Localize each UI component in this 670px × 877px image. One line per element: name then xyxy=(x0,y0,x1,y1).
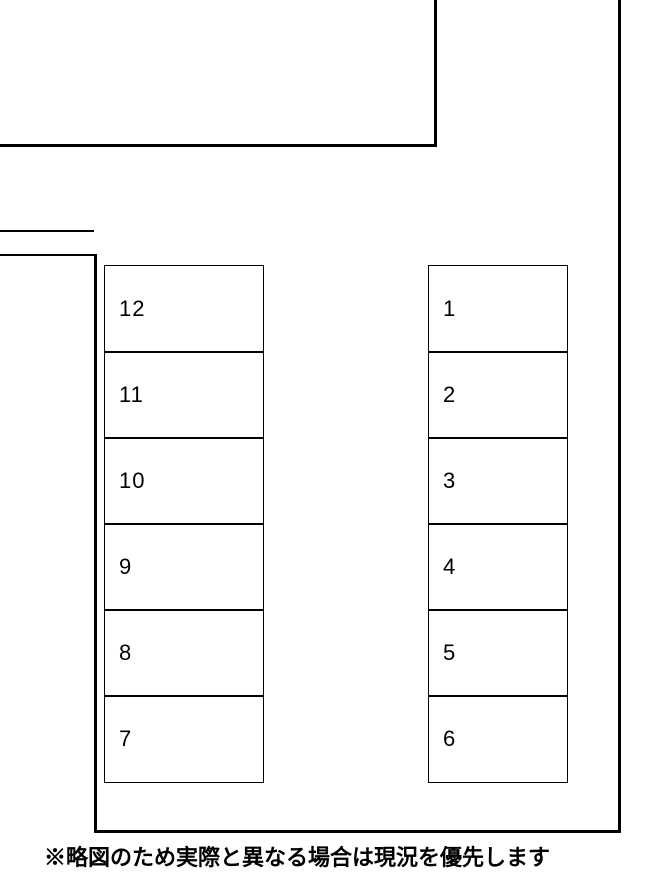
slot-left-7: 7 xyxy=(104,695,264,783)
slot-right-4: 4 xyxy=(428,523,568,611)
slot-left-9: 9 xyxy=(104,523,264,611)
outer-right xyxy=(618,0,621,833)
slot-right-5-label: 5 xyxy=(443,640,456,666)
slot-right-2-label: 2 xyxy=(443,382,456,408)
slot-right-2: 2 xyxy=(428,351,568,439)
slot-right-3-label: 3 xyxy=(443,468,456,494)
slot-right-4-label: 4 xyxy=(443,554,456,580)
slot-left-12: 12 xyxy=(104,265,264,353)
slot-left-10: 10 xyxy=(104,437,264,525)
parking-diagram: 121110987123456※略図のため実際と異なる場合は現況を優先します xyxy=(0,0,670,877)
slot-left-8: 8 xyxy=(104,609,264,697)
slot-left-11: 11 xyxy=(104,351,264,439)
slot-left-8-label: 8 xyxy=(119,640,132,666)
inner-box-top xyxy=(0,230,94,232)
upper-box-bottom xyxy=(0,144,437,147)
slot-right-6: 6 xyxy=(428,695,568,783)
caption-text: ※略図のため実際と異なる場合は現況を優先します xyxy=(44,840,550,872)
slot-right-1: 1 xyxy=(428,265,568,353)
outer-left xyxy=(94,254,97,833)
inner-box-bottom xyxy=(0,254,94,256)
slot-right-6-label: 6 xyxy=(443,726,456,752)
slot-left-9-label: 9 xyxy=(119,554,132,580)
outer-bottom xyxy=(94,830,621,833)
slot-right-1-label: 1 xyxy=(443,296,456,322)
slot-right-5: 5 xyxy=(428,609,568,697)
upper-box-right xyxy=(434,0,437,147)
slot-left-7-label: 7 xyxy=(119,726,132,752)
slot-left-12-label: 12 xyxy=(119,296,145,322)
slot-left-11-label: 11 xyxy=(119,382,144,408)
slot-left-10-label: 10 xyxy=(119,468,145,494)
slot-right-3: 3 xyxy=(428,437,568,525)
